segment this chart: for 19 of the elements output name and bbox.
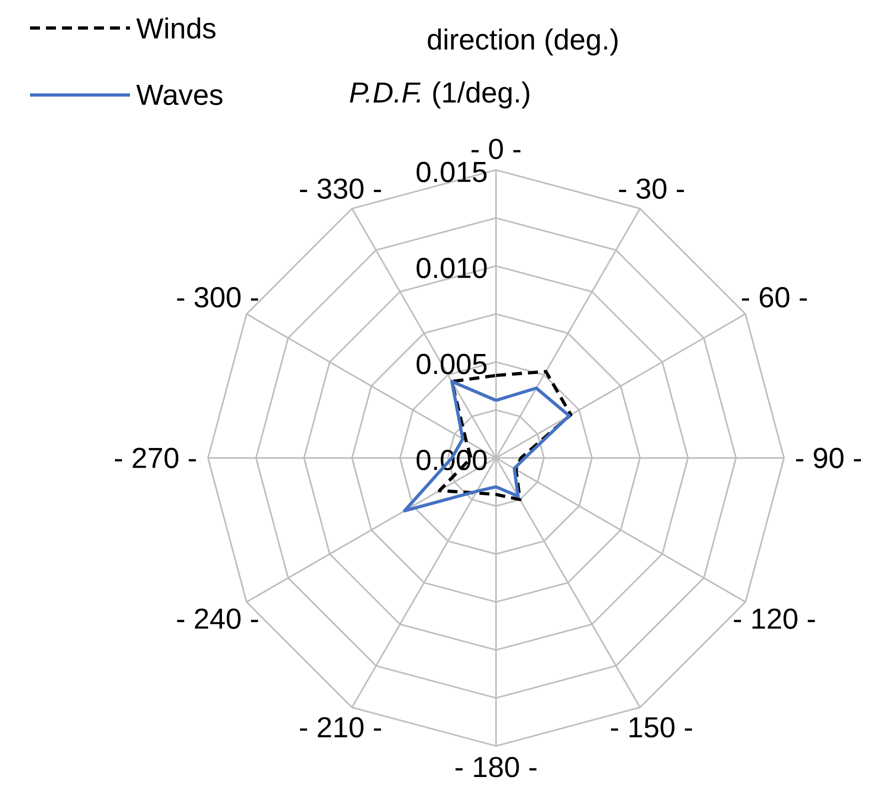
spoke-label: - 330 -: [300, 178, 381, 199]
legend-label: Winds: [136, 17, 216, 39]
spoke-label: - 150 -: [611, 717, 692, 738]
spoke-label: - 30 -: [619, 178, 684, 199]
spoke-label: - 120 -: [734, 608, 815, 629]
spoke-label: - 210 -: [300, 717, 381, 738]
spoke-label: - 240 -: [177, 608, 258, 629]
spoke-label: - 60 -: [742, 287, 807, 308]
y-tick-label: 0.005: [416, 354, 487, 374]
spoke-label: - 300 -: [177, 287, 258, 308]
spoke-label: - 270 -: [114, 448, 196, 468]
spoke-label: - 0 -: [472, 138, 520, 160]
text: P.D.F. (1/deg.): [350, 82, 530, 108]
spoke-label: - 90 -: [796, 448, 861, 468]
y-tick-label: 0.015: [416, 162, 487, 182]
spoke-label: - 180 -: [456, 756, 536, 778]
y-tick-label: 0.010: [416, 258, 487, 278]
legend-label: Waves: [136, 84, 222, 106]
text: direction (deg.): [428, 28, 618, 56]
